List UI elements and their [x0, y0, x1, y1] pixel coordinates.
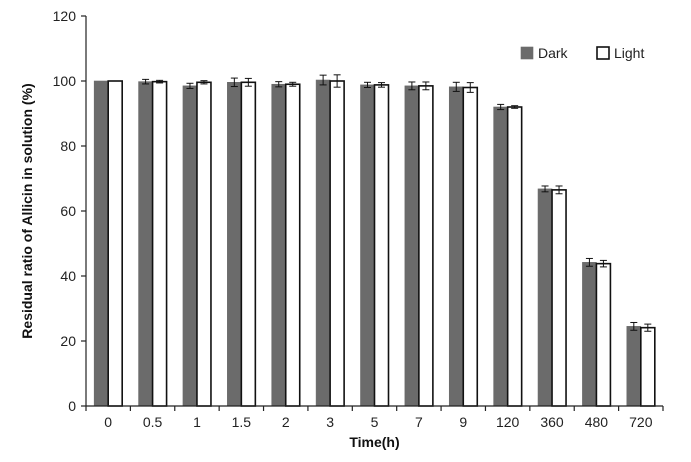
legend: Dark Light — [520, 45, 644, 61]
error-bar-group — [142, 74, 652, 332]
x-tick-label: 120 — [496, 414, 520, 430]
y-tick-label: 80 — [60, 138, 76, 154]
y-tick-label: 120 — [53, 8, 77, 24]
bar-light — [551, 189, 567, 407]
legend-label-light: Light — [614, 45, 644, 61]
bar-dark — [93, 80, 109, 407]
bar-light — [640, 326, 656, 407]
x-tick-label: 360 — [540, 414, 564, 430]
bar-series-group — [93, 79, 656, 407]
y-tick-label: 20 — [60, 333, 76, 349]
bar-light — [329, 80, 345, 407]
bar-dark — [315, 79, 331, 407]
bar-dark — [582, 262, 597, 407]
y-axis-title: Residual ratio of Allicin in solution (%… — [19, 83, 35, 338]
x-axis-ticks: 0 0.5 1 1.5 2 3 5 7 9 120 360 480 720 — [85, 406, 664, 430]
x-tick-label: 1.5 — [232, 414, 252, 430]
x-tick-label: 9 — [459, 414, 467, 430]
bar-dark — [138, 81, 153, 407]
x-tick-label: 5 — [371, 414, 379, 430]
y-tick-label: 40 — [60, 268, 76, 284]
bar-light — [373, 84, 390, 407]
bar-light — [240, 81, 257, 407]
bar-light — [462, 86, 479, 407]
y-tick-label: 100 — [53, 73, 77, 89]
bar-light — [284, 83, 301, 407]
y-axis-ticks: 0 20 40 60 80 100 120 — [53, 8, 86, 414]
x-tick-label: 0 — [104, 414, 112, 430]
legend-swatch-light — [596, 46, 610, 60]
x-tick-label: 3 — [326, 414, 334, 430]
x-axis-title: Time(h) — [349, 434, 399, 450]
x-tick-label: 0.5 — [143, 414, 163, 430]
bar-dark — [182, 85, 198, 407]
legend-swatch-dark — [520, 46, 534, 60]
y-tick-label: 0 — [68, 398, 76, 414]
x-tick-label: 480 — [585, 414, 609, 430]
y-tick-label: 60 — [60, 203, 76, 219]
bar-dark — [448, 86, 464, 407]
bar-dark — [626, 326, 642, 407]
bar-light — [418, 85, 434, 407]
bar-dark — [537, 188, 553, 407]
x-tick-label: 1 — [193, 414, 201, 430]
x-tick-label: 2 — [282, 414, 290, 430]
bar-light — [506, 106, 523, 407]
x-tick-label: 7 — [415, 414, 423, 430]
x-tick-label: 720 — [629, 414, 653, 430]
bar-dark — [404, 85, 420, 407]
bar-dark — [493, 106, 508, 407]
bar-dark — [271, 83, 287, 407]
bar-light — [196, 81, 212, 407]
bar-dark — [227, 82, 242, 407]
legend-label-dark: Dark — [538, 45, 569, 61]
bar-dark — [360, 84, 375, 407]
bar-light — [107, 80, 123, 407]
bar-light — [151, 80, 168, 407]
bar-light — [595, 262, 612, 407]
